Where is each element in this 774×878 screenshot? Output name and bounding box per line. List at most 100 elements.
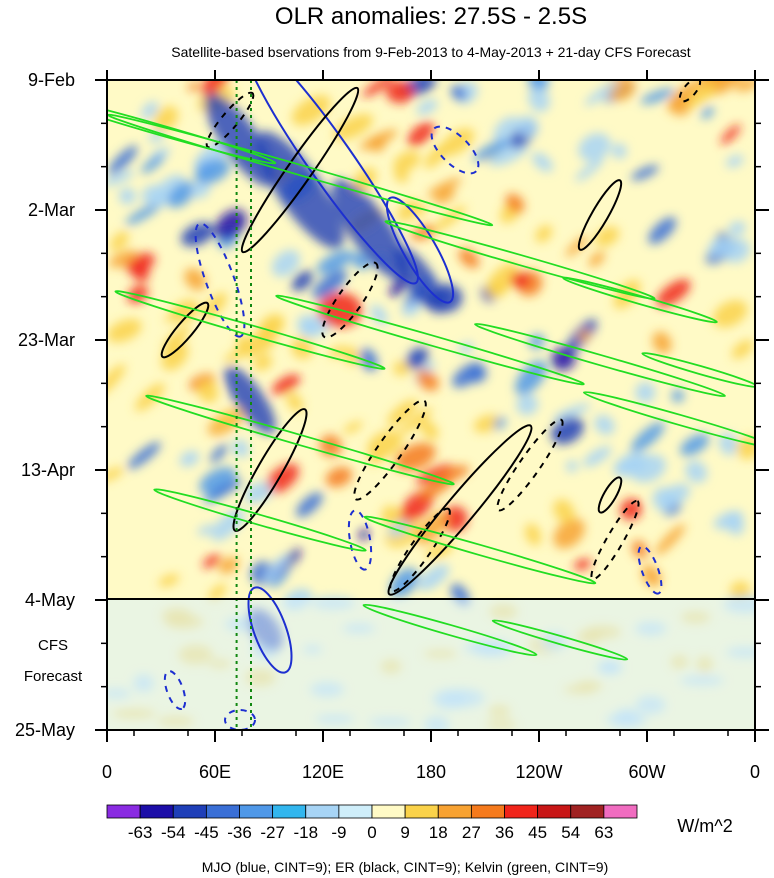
anomaly-blob [253, 354, 273, 371]
anomaly-blob [167, 181, 196, 208]
anomaly-blob [401, 302, 421, 317]
anomaly-blob [407, 121, 434, 147]
x-axis: 0 60E 120E 180 120W 60W 0 [102, 70, 760, 782]
anomaly-blob [427, 177, 462, 197]
anomaly-blob [197, 524, 215, 536]
anomaly-blob [209, 479, 243, 499]
anomaly-blob [197, 379, 219, 404]
colorbar-swatch [371, 804, 406, 819]
kelvin-contour [107, 95, 277, 165]
x-tick-label: 120W [515, 762, 562, 782]
anomaly-blob [575, 158, 604, 182]
anomaly-blob [578, 133, 611, 162]
anomaly-blob [211, 509, 245, 541]
anomaly-blob [574, 558, 591, 571]
anomaly-blob [648, 217, 677, 245]
anomaly-blob [417, 564, 450, 591]
anomaly-blob [416, 512, 448, 545]
anomaly-blob [107, 467, 124, 482]
anomaly-blob [325, 467, 353, 488]
anomaly-blob [731, 339, 754, 359]
anomaly-blob [701, 106, 714, 119]
anomaly-blob [118, 187, 136, 205]
anomaly-blob [184, 268, 206, 291]
er-contour [389, 507, 451, 593]
anomaly-blob [613, 455, 639, 474]
anomaly-blob [635, 382, 656, 403]
kelvin-contour [562, 276, 718, 324]
anomaly-blob [416, 99, 438, 115]
colorbar-swatch [338, 804, 373, 819]
colorbar-swatch [437, 804, 472, 819]
chart-subtitle: Satellite-based bservations from 9-Feb-2… [171, 44, 691, 60]
anomaly-blob [424, 143, 449, 169]
anomaly-blob [468, 366, 487, 383]
anomaly-blob [473, 414, 501, 433]
anomaly-blob [158, 574, 180, 587]
x-tick-label: 60W [628, 762, 665, 782]
mjo-contour [247, 586, 293, 674]
y-tick-label: 25-May [15, 720, 75, 740]
anomaly-blob [718, 432, 738, 456]
colorbar-swatch [305, 804, 340, 819]
anomaly-blob [595, 226, 620, 247]
plot-area [106, 79, 756, 731]
mjo-contour [163, 670, 187, 710]
anomaly-blob [291, 270, 313, 292]
mjo-contour [385, 196, 455, 304]
contour-legend: MJO (blue, CINT=9); ER (black, CINT=9); … [202, 859, 609, 875]
colorbar-swatch [239, 804, 274, 819]
wave-filtered-contours [107, 80, 755, 730]
colorbar-level-label: 27 [462, 823, 481, 842]
anomaly-blob [333, 113, 374, 141]
anomaly-blob [141, 154, 165, 174]
anomaly-blob [190, 180, 211, 199]
anomaly-blob [420, 419, 439, 440]
y-tick-label: 23-Mar [18, 330, 75, 350]
anomaly-blob [316, 250, 354, 274]
anomaly-blob [331, 179, 409, 281]
anomaly-blob [263, 554, 291, 583]
kelvin-contour [582, 391, 755, 449]
anomaly-blob [656, 279, 691, 307]
anomaly-blob [107, 170, 135, 187]
colorbar-swatch [504, 804, 539, 819]
anomaly-blob [416, 370, 439, 391]
anomaly-blob [584, 80, 620, 106]
anomaly-blob [358, 529, 370, 541]
er-contour [232, 408, 308, 532]
anomaly-blob [458, 342, 474, 354]
x-tick-label: 0 [750, 762, 760, 782]
anomaly-blob [565, 235, 588, 258]
forecast-region-shade [107, 600, 755, 730]
anomaly-blob [712, 300, 748, 328]
anomaly-blob [640, 88, 675, 105]
kelvin-contour [491, 619, 629, 661]
anomaly-blob [516, 115, 539, 138]
er-contour [240, 86, 360, 254]
anomaly-blob [582, 446, 612, 467]
anomaly-blob [728, 221, 746, 236]
y-axis: 9-Feb 2-Mar 23-Mar 13-Apr 4-May 25-May [15, 70, 769, 740]
anomaly-blob [611, 143, 627, 159]
anomaly-blob [685, 460, 708, 483]
colorbar-swatch [537, 804, 572, 819]
colorbar-level-label: -36 [227, 823, 252, 842]
anomaly-blob [343, 421, 363, 434]
anomaly-blob [127, 441, 161, 470]
kelvin-contour [474, 322, 726, 398]
colorbar-swatch [470, 804, 505, 819]
anomaly-blob [270, 566, 290, 588]
mjo-contour [224, 709, 256, 730]
anomaly-blob [458, 248, 480, 269]
x-tick-label: 180 [416, 762, 446, 782]
anomaly-blob [553, 499, 575, 524]
colorbar-swatch [106, 804, 141, 819]
anomaly-blob [202, 554, 221, 569]
anomaly-blob [141, 184, 165, 206]
anomaly-blob [272, 374, 301, 395]
mjo-contour [347, 509, 373, 571]
colorbar-level-label: -27 [260, 823, 285, 842]
anomaly-blob [208, 583, 227, 602]
